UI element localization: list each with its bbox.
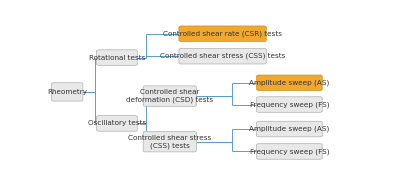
FancyBboxPatch shape [257, 144, 322, 159]
FancyBboxPatch shape [257, 121, 322, 137]
Text: Controlled shear stress (CSS) tests: Controlled shear stress (CSS) tests [160, 53, 285, 60]
Text: Frequency sweep (FS): Frequency sweep (FS) [250, 101, 329, 108]
FancyBboxPatch shape [97, 116, 137, 131]
FancyBboxPatch shape [257, 97, 322, 112]
Text: Rotational tests: Rotational tests [89, 55, 145, 61]
FancyBboxPatch shape [257, 75, 322, 91]
Text: Frequency sweep (FS): Frequency sweep (FS) [250, 148, 329, 155]
FancyBboxPatch shape [143, 86, 196, 106]
Text: Amplitude sweep (AS): Amplitude sweep (AS) [249, 126, 330, 132]
FancyBboxPatch shape [143, 131, 196, 152]
Text: Controlled shear rate (CSR) tests: Controlled shear rate (CSR) tests [163, 31, 282, 37]
Text: Controlled shear stress
(CSS) tests: Controlled shear stress (CSS) tests [128, 135, 211, 149]
FancyBboxPatch shape [97, 50, 137, 65]
FancyBboxPatch shape [179, 26, 266, 41]
Text: Oscillatory tests: Oscillatory tests [88, 120, 146, 126]
Text: Controlled shear
deformation (CSD) tests: Controlled shear deformation (CSD) tests [126, 89, 213, 103]
FancyBboxPatch shape [51, 83, 83, 101]
Text: Rheometry: Rheometry [47, 89, 87, 95]
FancyBboxPatch shape [179, 48, 266, 64]
Text: Amplitude sweep (AS): Amplitude sweep (AS) [249, 80, 330, 86]
